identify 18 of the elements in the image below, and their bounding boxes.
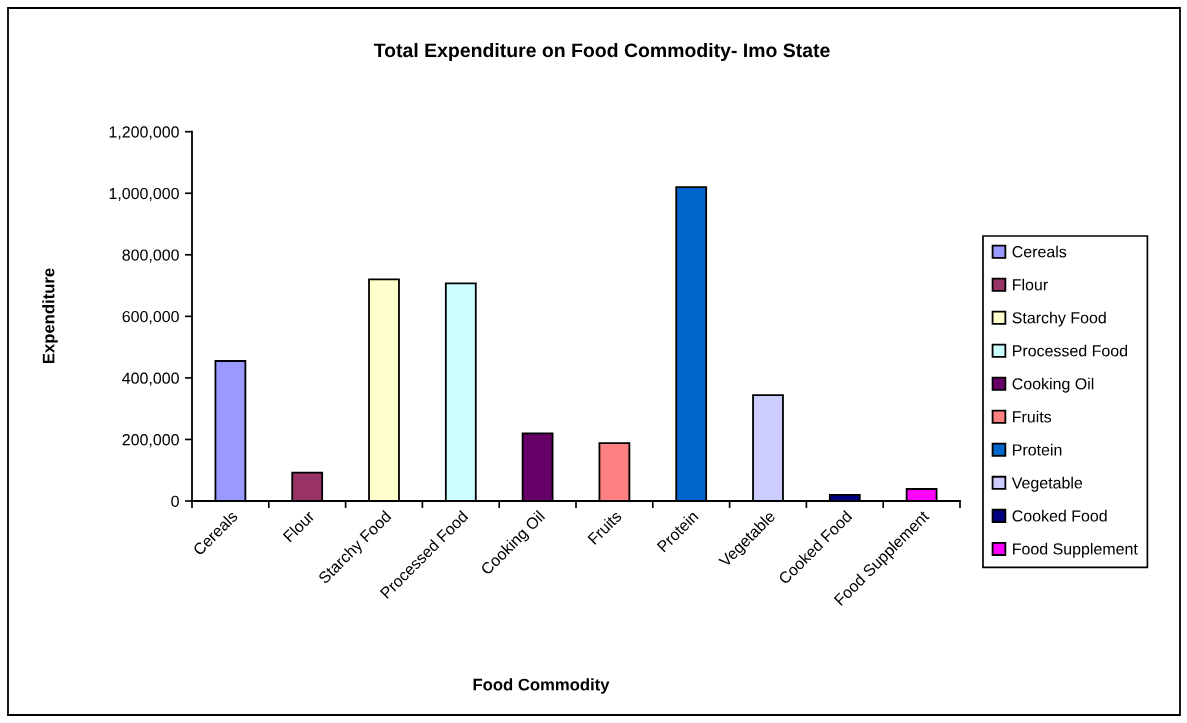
legend-label: Cooking Oil	[1012, 377, 1094, 393]
legend-label: Protein	[1013, 443, 1062, 456]
legend-label: Processed Food	[1013, 344, 1128, 357]
legend-label: Vegetable	[1011, 476, 1083, 492]
y-tick-label: 1,000,000	[109, 187, 179, 202]
y-tick-label: 200,000	[122, 434, 179, 448]
chart-title: Total Expenditure on Food Commodity- Imo State	[373, 42, 830, 62]
y-axis-title: Expenditure	[42, 268, 58, 364]
x-axis-title: Food Commodity	[473, 678, 610, 694]
y-tick-label: 600,000	[122, 310, 179, 325]
legend-label: Cereals	[1012, 245, 1067, 258]
y-tick-label: 1,200,000	[109, 126, 179, 140]
y-tick-label: 800,000	[122, 249, 179, 263]
y-tick-label: 0	[171, 495, 179, 507]
legend-label: Flour	[1013, 278, 1048, 291]
y-tick-label: 400,000	[122, 372, 179, 386]
legend-label: Starchy Food	[1012, 311, 1106, 327]
legend-label: Fruits	[1013, 410, 1052, 423]
